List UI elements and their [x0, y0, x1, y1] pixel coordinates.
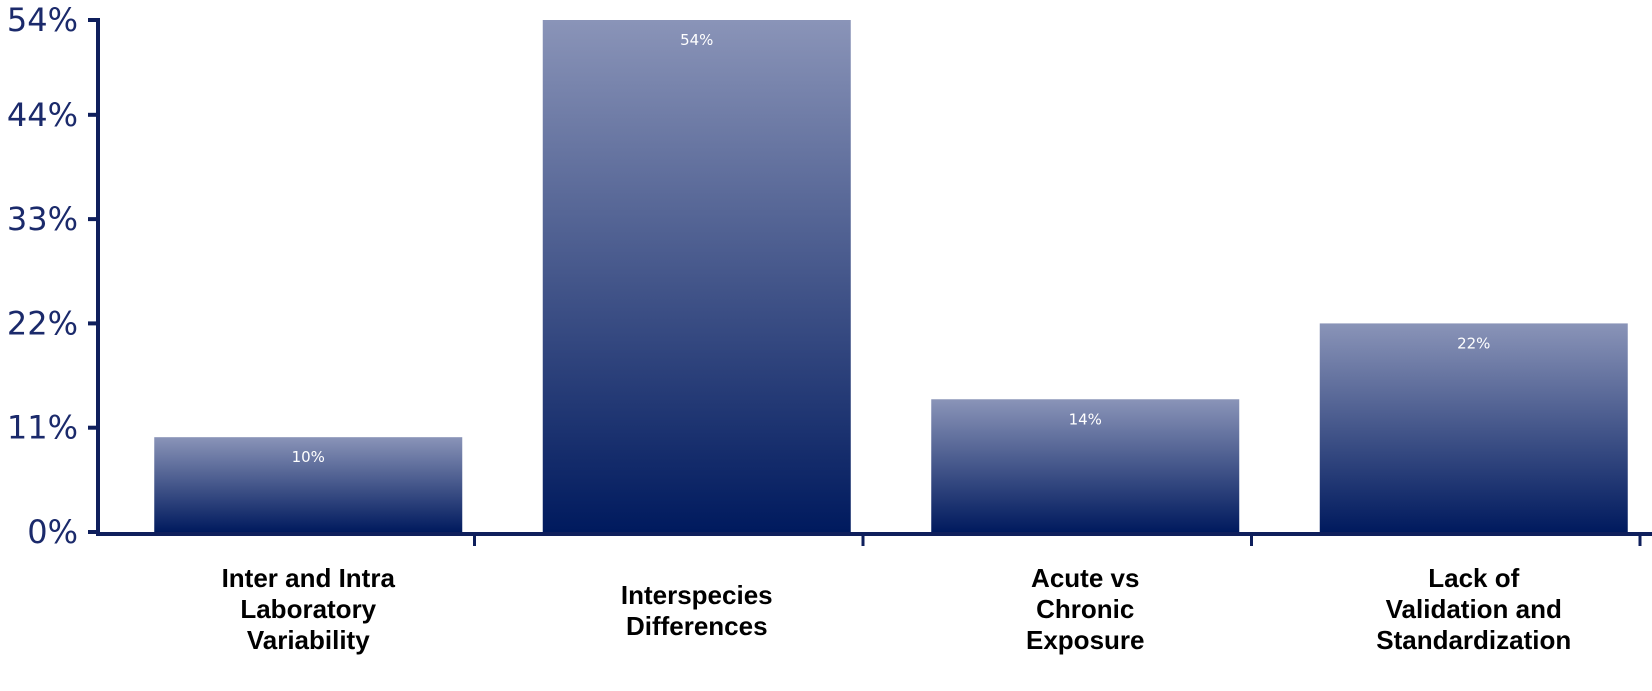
y-tick-label-2: 11% — [7, 409, 78, 447]
y-tick-label-1: 0% — [27, 513, 78, 551]
bar-2 — [542, 20, 851, 532]
category-label-3: Acute vs Chronic Exposure — [1026, 563, 1145, 655]
data-label-2: 54% — [680, 31, 713, 49]
y-tick-label-6: 54% — [7, 1, 78, 39]
y-tick-label-5: 44% — [7, 96, 78, 134]
category-label-1: Inter and Intra Laboratory Variability — [222, 563, 396, 655]
bar-3 — [931, 399, 1240, 532]
data-label-4: 22% — [1457, 334, 1490, 352]
bar-4 — [1319, 323, 1628, 532]
data-label-3: 14% — [1069, 410, 1102, 428]
data-label-1: 10% — [292, 448, 325, 466]
bar-1 — [154, 437, 463, 532]
y-tick-label-3: 22% — [7, 304, 78, 342]
axes-group — [96, 18, 1652, 546]
y-axis-ticks: 0% 11% 22% 33% 44% 54% — [7, 1, 98, 551]
category-label-4: Lack of Validation and Standardization — [1376, 563, 1571, 655]
category-label-2: Interspecies Differences — [621, 580, 773, 641]
y-tick-label-4: 33% — [7, 200, 78, 238]
bars-group: 10% 54% 14% 22% — [154, 20, 1628, 532]
x-axis-ticks: Inter and Intra Laboratory Variability Inte… — [222, 563, 1572, 655]
